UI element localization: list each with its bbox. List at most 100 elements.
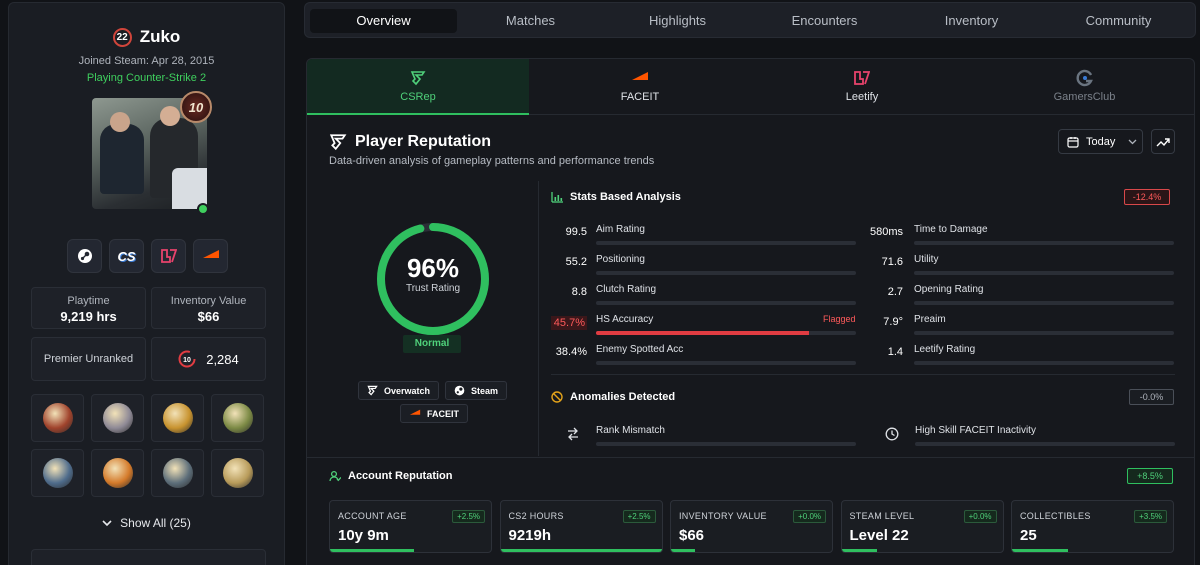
green-coin-medal-icon: [222, 403, 253, 433]
trending-up-icon: [1156, 137, 1170, 146]
date-filter-value: Today: [1086, 135, 1116, 148]
medal-slot[interactable]: [211, 449, 264, 497]
stat-label: Positioning: [596, 254, 645, 265]
card-title: COLLECTIBLES: [1020, 511, 1091, 521]
csrep-shield-icon: [410, 71, 426, 86]
leetify-icon: [854, 71, 870, 85]
source-tab-faceit[interactable]: FACEIT: [529, 59, 751, 115]
stat-bar: [914, 301, 1174, 305]
steam-level-badge: 22: [112, 27, 132, 47]
account-stat-card[interactable]: ACCOUNT AGE +2.5% 10y 9m: [329, 500, 492, 553]
source-tab-leetify[interactable]: Leetify: [751, 59, 973, 115]
gold-star-medal-icon: [222, 458, 253, 488]
tab-matches[interactable]: Matches: [505, 13, 556, 28]
source-label: FACEIT: [427, 408, 460, 419]
trend-chart-button[interactable]: [1151, 129, 1175, 154]
swap-icon: [568, 427, 578, 441]
stat-row: 55.2 Positioning: [551, 250, 861, 280]
stat-label: Enemy Spotted Acc: [596, 344, 684, 355]
card-delta: +2.5%: [452, 510, 485, 523]
stat-value: 38.4%: [555, 346, 587, 358]
anomaly-bar: [596, 442, 856, 446]
section-subtitle: Data-driven analysis of gameplay pattern…: [329, 155, 655, 167]
premier-label: Premier Unranked: [43, 353, 134, 365]
faceit-rank-badge: 10: [180, 91, 212, 123]
tab-community[interactable]: Community: [1085, 13, 1152, 28]
trust-rating-gauge: [377, 223, 489, 335]
medal-slot[interactable]: [31, 394, 84, 442]
stat-bar: [914, 361, 1174, 365]
faceit-elo-value: 2,284: [206, 351, 239, 367]
inventory-value-box: Inventory Value $66: [151, 287, 266, 329]
gamersclub-icon: [1075, 69, 1093, 87]
stat-bar: [914, 241, 1174, 245]
clock-icon: [885, 427, 899, 441]
stat-row: 7.9° Preaim: [863, 310, 1174, 340]
stat-bar: [914, 271, 1174, 275]
orange-service-medal-icon: [102, 458, 133, 488]
stat-value: 8.8: [571, 286, 587, 298]
star-service-medal-icon: [162, 458, 193, 488]
stat-value: 2.7: [887, 286, 903, 298]
anomalies-delta: -0.0%: [1129, 389, 1174, 405]
account-stat-card[interactable]: COLLECTIBLES +3.5% 25: [1011, 500, 1174, 553]
faceit-source-badge[interactable]: FACEIT: [400, 404, 469, 423]
leetify-link-button[interactable]: [151, 239, 186, 273]
source-tab-label: GamersClub: [1053, 91, 1116, 103]
source-tab-label: CSRep: [400, 91, 436, 103]
tab-overview[interactable]: Overview: [310, 9, 457, 33]
card-delta: +0.0%: [963, 510, 997, 523]
profile-header: 22 Zuko: [9, 27, 284, 47]
account-stat-card[interactable]: STEAM LEVEL +0.0% Level 22: [840, 500, 1004, 553]
cs-link-button[interactable]: CS: [109, 239, 144, 273]
medal-slot[interactable]: [151, 394, 204, 442]
account-stat-card[interactable]: CS2 HOURS +2.5% 9219h: [499, 500, 663, 553]
medal-slot[interactable]: [91, 394, 144, 442]
faceit-level-10-medal-icon: [42, 403, 73, 433]
anomalies-heading: Anomalies Detected: [551, 391, 675, 403]
medal-slot[interactable]: [31, 449, 84, 497]
playtime-box: Playtime 9,219 hrs: [31, 287, 146, 329]
stats-analysis-delta: -12.4%: [1124, 189, 1170, 205]
card-progress: [671, 549, 696, 552]
playtime-value: 9,219 hrs: [60, 309, 117, 324]
overwatch-source-badge[interactable]: Overwatch: [358, 381, 440, 400]
source-tab-label: FACEIT: [620, 91, 660, 103]
stat-row: 1.4 Leetify Rating: [863, 340, 1174, 370]
tab-encounters[interactable]: Encounters: [791, 13, 858, 28]
stat-bar: [596, 361, 856, 365]
source-tab-csrep[interactable]: CSRep: [307, 59, 529, 115]
stat-value: 99.5: [565, 226, 587, 238]
card-value: 25: [1020, 527, 1037, 544]
show-all-medals-button[interactable]: Show All (25): [9, 516, 284, 530]
account-reputation-title: Account Reputation: [348, 470, 453, 482]
card-value: 9219h: [508, 527, 552, 544]
stat-row: 71.6 Utility: [863, 250, 1174, 280]
joined-date: Joined Steam: Apr 28, 2015: [78, 55, 215, 67]
show-all-label: Show All (25): [120, 516, 191, 530]
stat-label: Leetify Rating: [914, 344, 976, 355]
medal-slot[interactable]: [151, 449, 204, 497]
playtime-label: Playtime: [67, 295, 110, 307]
steam-source-badge[interactable]: Steam: [445, 381, 508, 400]
premier-rank-box: Premier Unranked: [31, 337, 146, 381]
tab-highlights[interactable]: Highlights: [648, 13, 707, 28]
medal-slot[interactable]: [91, 449, 144, 497]
section-divider: [551, 374, 1175, 375]
stat-bar: [596, 271, 856, 275]
stat-bar: [596, 301, 856, 305]
card-value: 10y 9m: [338, 527, 389, 544]
steam-link-button[interactable]: [67, 239, 102, 273]
tab-inventory[interactable]: Inventory: [944, 13, 999, 28]
medal-slot[interactable]: [211, 394, 264, 442]
source-tab-label: Leetify: [845, 91, 879, 103]
card-title: INVENTORY VALUE: [679, 511, 767, 521]
chevron-down-icon: [1128, 139, 1137, 144]
date-filter-dropdown[interactable]: Today: [1058, 129, 1143, 154]
csrep-shield-icon: [367, 385, 378, 396]
account-stat-card[interactable]: INVENTORY VALUE +0.0% $66: [670, 500, 833, 553]
stat-label: Time to Damage: [914, 224, 988, 235]
source-tab-gamersclub[interactable]: GamersClub: [973, 59, 1194, 115]
faceit-link-button[interactable]: [193, 239, 228, 273]
stats-analysis-title: Stats Based Analysis: [570, 191, 681, 203]
